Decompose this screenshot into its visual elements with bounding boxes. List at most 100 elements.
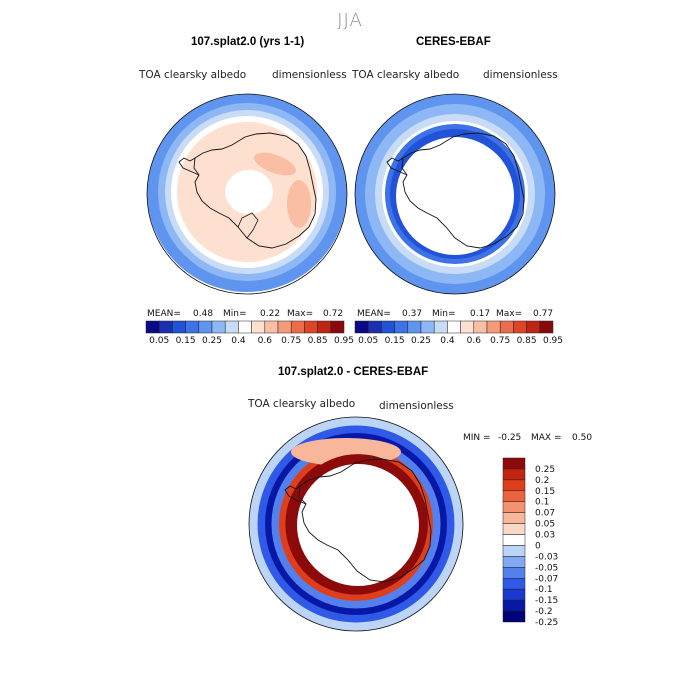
- colorbar-swatch: [502, 610, 526, 623]
- colorbar-swatch: [394, 320, 409, 334]
- colorbar-swatch: [460, 320, 475, 334]
- antarctic-peninsula: [386, 157, 408, 176]
- colorbar-tick-label: 0.4: [231, 336, 246, 346]
- colorbar-swatch: [502, 599, 526, 612]
- colorbar-swatch: [502, 468, 526, 481]
- colorbar-swatch: [238, 320, 252, 334]
- colorbar-swatch: [502, 556, 526, 568]
- colorbar-swatch: [502, 457, 526, 470]
- antarctica-coastline: [298, 458, 432, 583]
- panel3-min-value: -0.25: [498, 433, 522, 443]
- colorbar-tick-label: -0.05: [535, 563, 558, 573]
- colorbar-swatch: [526, 320, 541, 334]
- colorbar-swatch: [251, 320, 266, 334]
- colorbar-tick-label: 0.75: [490, 336, 510, 346]
- colorbar-tick-label: -0.1: [535, 585, 553, 595]
- map-difference: [249, 417, 463, 631]
- colorbar-tick-label: -0.15: [535, 596, 558, 606]
- colorbar-swatch: [367, 320, 382, 334]
- map-difference-border: [248, 416, 464, 632]
- antarctic-peninsula: [178, 157, 200, 176]
- panel2-variable: TOA clearsky albedo: [352, 69, 460, 81]
- colorbar-tick-label: 0.07: [535, 509, 555, 519]
- colorbar-tick-label: 0.25: [411, 336, 431, 346]
- panel3-max-label: MAX =: [531, 433, 562, 443]
- antarctica-coastline: [401, 132, 525, 249]
- panel2-mean-label: MEAN=: [357, 309, 391, 319]
- colorbar-swatch: [198, 320, 213, 334]
- map-model: [147, 94, 347, 294]
- colorbar-swatch: [486, 320, 501, 334]
- colorbar-tick-label: 0.25: [202, 336, 222, 346]
- colorbar-tick-label: 0.4: [440, 336, 455, 346]
- colorbar-tick-label: -0.03: [535, 552, 558, 562]
- colorbar-tick-label: 0.15: [176, 336, 196, 346]
- colorbar-swatch: [502, 512, 526, 524]
- colorbar-tick-label: 0.05: [535, 520, 555, 530]
- colorbar-model: 0.05 0.15 0.25 0.4 0.6 0.75 0.85 0.95: [145, 320, 354, 346]
- colorbar-swatch: [502, 501, 526, 513]
- map-ceres: [355, 94, 555, 294]
- colorbar-tick-label: 0.15: [535, 487, 555, 497]
- colorbar-swatch: [513, 320, 527, 334]
- colorbar-swatch: [502, 523, 526, 535]
- colorbar-swatch: [502, 479, 526, 492]
- colorbar-tick-label: 0.6: [258, 336, 273, 346]
- panel1-max-label: Max=: [287, 309, 314, 319]
- colorbar-swatch: [304, 320, 318, 334]
- colorbar-tick-label: -0.07: [535, 574, 558, 584]
- colorbar-tick-label: -0.2: [535, 607, 553, 617]
- colorbar-swatch: [185, 320, 200, 334]
- colorbar-ceres: 0.05 0.15 0.25 0.4 0.6 0.75 0.85 0.95: [354, 320, 563, 346]
- ice-sheet-interior-high: [254, 152, 296, 176]
- colorbar-swatch: [264, 320, 279, 334]
- colorbar-tick-label: -0.25: [535, 618, 558, 628]
- colorbar-swatch: [407, 320, 422, 334]
- panel1-min-value: 0.22: [260, 309, 281, 319]
- colorbar-swatch: [330, 320, 345, 334]
- colorbar-difference: 0.250.20.150.10.070.050.030-0.03-0.05-0.…: [502, 457, 558, 628]
- colorbar-swatch: [473, 320, 488, 334]
- colorbar-tick-label: 0.95: [543, 336, 563, 346]
- colorbar-swatch: [499, 320, 514, 334]
- colorbar-swatch: [502, 588, 526, 601]
- map-ceres-border: [354, 93, 556, 295]
- panel2-min-label: Min=: [432, 309, 456, 319]
- colorbar-tick-label: 0.25: [535, 465, 555, 475]
- polar-night-no-data: [297, 464, 419, 586]
- colorbar-swatch: [172, 320, 186, 334]
- colorbar-tick-label: 0.03: [535, 531, 555, 541]
- colorbar-swatch: [145, 320, 160, 334]
- colorbar-swatch: [290, 320, 305, 334]
- season-title: JJA: [337, 10, 363, 31]
- panel1-min-label: Min=: [223, 309, 247, 319]
- colorbar-swatch: [277, 320, 292, 334]
- antarctic-peninsula: [284, 485, 307, 505]
- colorbar-swatch: [420, 320, 435, 334]
- colorbar-swatch: [381, 320, 395, 334]
- colorbar-swatch: [502, 567, 526, 579]
- map-model-border: [146, 93, 348, 295]
- colorbar-tick-label: 0.85: [517, 336, 537, 346]
- colorbar-tick-label: 0.85: [308, 336, 328, 346]
- panel1-mean-label: MEAN=: [147, 309, 181, 319]
- colorbar-swatch: [539, 320, 554, 334]
- panel2-mean-value: 0.37: [402, 309, 423, 319]
- panel3-units: dimensionless: [379, 400, 454, 412]
- antarctica-coastline: [193, 132, 317, 249]
- colorbar-swatch: [354, 320, 369, 334]
- panel1-mean-value: 0.48: [193, 309, 214, 319]
- colorbar-swatch: [224, 320, 239, 334]
- colorbar-tick-label: 0.75: [281, 336, 301, 346]
- polar-night-no-data: [396, 137, 514, 255]
- colorbar-swatch: [502, 578, 526, 590]
- colorbar-swatch: [447, 320, 461, 334]
- panel1-units: dimensionless: [272, 69, 347, 81]
- colorbar-swatch: [317, 320, 332, 334]
- panel2-min-value: 0.17: [470, 309, 491, 319]
- panel3-title: 107.splat2.0 - CERES-EBAF: [278, 366, 429, 378]
- panel1-title: 107.splat2.0 (yrs 1-1): [191, 36, 305, 48]
- colorbar-tick-label: 0.2: [535, 476, 549, 486]
- colorbar-swatch: [211, 320, 226, 334]
